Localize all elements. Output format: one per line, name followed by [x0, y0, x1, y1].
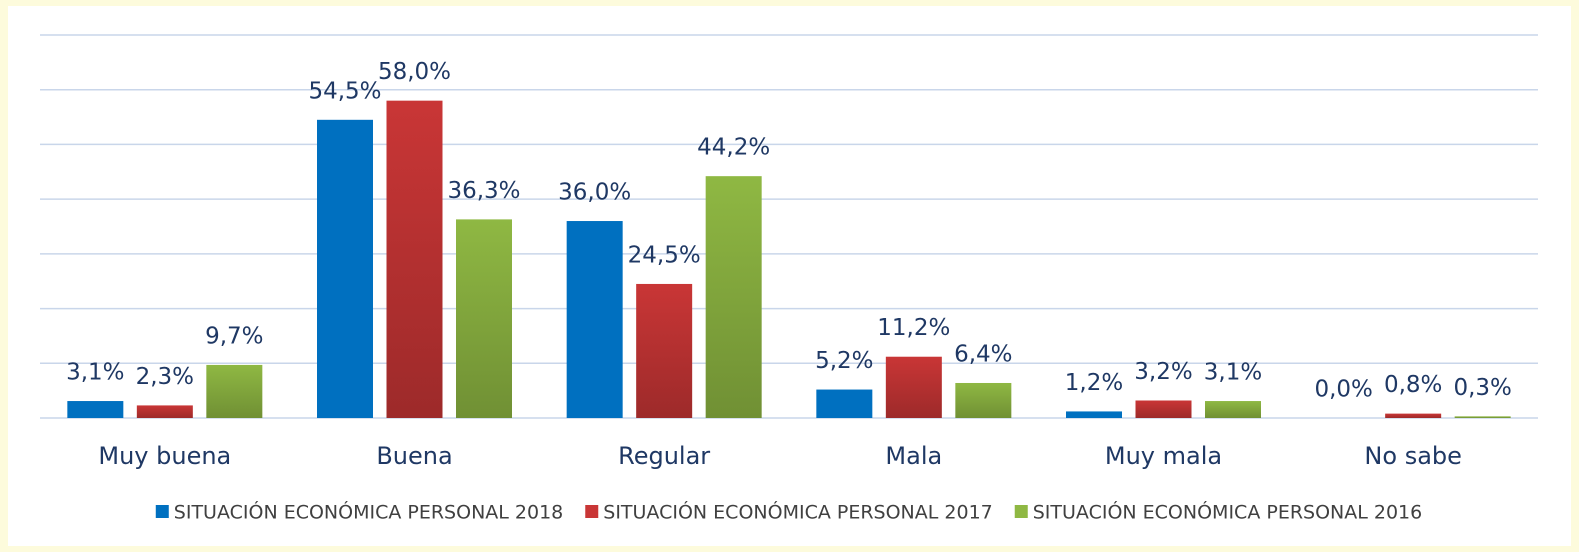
data-label: 36,0% — [558, 180, 631, 206]
data-label: 0,3% — [1453, 375, 1511, 401]
x-tick-label: Muy mala — [1105, 442, 1222, 470]
bar — [1135, 400, 1192, 418]
legend-item: SITUACIÓN ECONÓMICA PERSONAL 2016 — [1014, 500, 1422, 524]
legend-label: SITUACIÓN ECONÓMICA PERSONAL 2017 — [603, 500, 992, 524]
x-tick-label: Mala — [885, 442, 942, 470]
data-label: 24,5% — [628, 242, 701, 268]
data-label: 11,2% — [877, 315, 950, 341]
bar — [67, 401, 124, 418]
data-label: 58,0% — [378, 59, 451, 85]
bar — [955, 382, 1012, 418]
bar — [816, 389, 873, 418]
data-label: 0,8% — [1384, 372, 1442, 398]
bar — [885, 356, 942, 418]
data-label: 0,0% — [1314, 377, 1372, 403]
bar — [1205, 401, 1261, 418]
bar — [456, 219, 512, 418]
chart-area — [8, 6, 1571, 546]
data-label: 9,7% — [205, 323, 263, 349]
data-label: 3,1% — [66, 360, 124, 386]
data-label: 2,3% — [136, 364, 194, 390]
x-tick-label: Muy buena — [98, 442, 231, 470]
x-tick-label: No sabe — [1364, 442, 1461, 470]
legend-swatch — [585, 505, 599, 518]
bar — [1385, 413, 1442, 418]
bar — [705, 176, 762, 418]
data-label: 54,5% — [308, 78, 381, 104]
data-label: 5,2% — [815, 348, 873, 374]
legend-item: SITUACIÓN ECONÓMICA PERSONAL 2018 — [155, 500, 563, 524]
legend-swatch — [155, 505, 169, 518]
legend-swatch — [1014, 505, 1028, 518]
legend-label: SITUACIÓN ECONÓMICA PERSONAL 2016 — [1033, 500, 1422, 524]
x-tick-label: Regular — [618, 442, 710, 470]
bar — [386, 100, 443, 419]
legend-item: SITUACIÓN ECONÓMICA PERSONAL 2017 — [585, 500, 993, 524]
x-tick-label: Buena — [376, 442, 452, 470]
data-label: 3,2% — [1134, 359, 1192, 385]
bar — [206, 364, 263, 418]
data-label: 3,1% — [1204, 360, 1262, 386]
data-label: 36,3% — [447, 178, 520, 204]
bar — [136, 405, 193, 418]
bar — [317, 119, 373, 419]
bar — [1066, 411, 1122, 418]
bar — [636, 283, 693, 418]
legend-label: SITUACIÓN ECONÓMICA PERSONAL 2018 — [174, 500, 563, 524]
data-label: 1,2% — [1065, 370, 1123, 396]
data-label: 44,2% — [697, 135, 770, 161]
bar — [1454, 416, 1511, 418]
data-label: 6,4% — [954, 341, 1012, 367]
bar — [566, 221, 623, 418]
